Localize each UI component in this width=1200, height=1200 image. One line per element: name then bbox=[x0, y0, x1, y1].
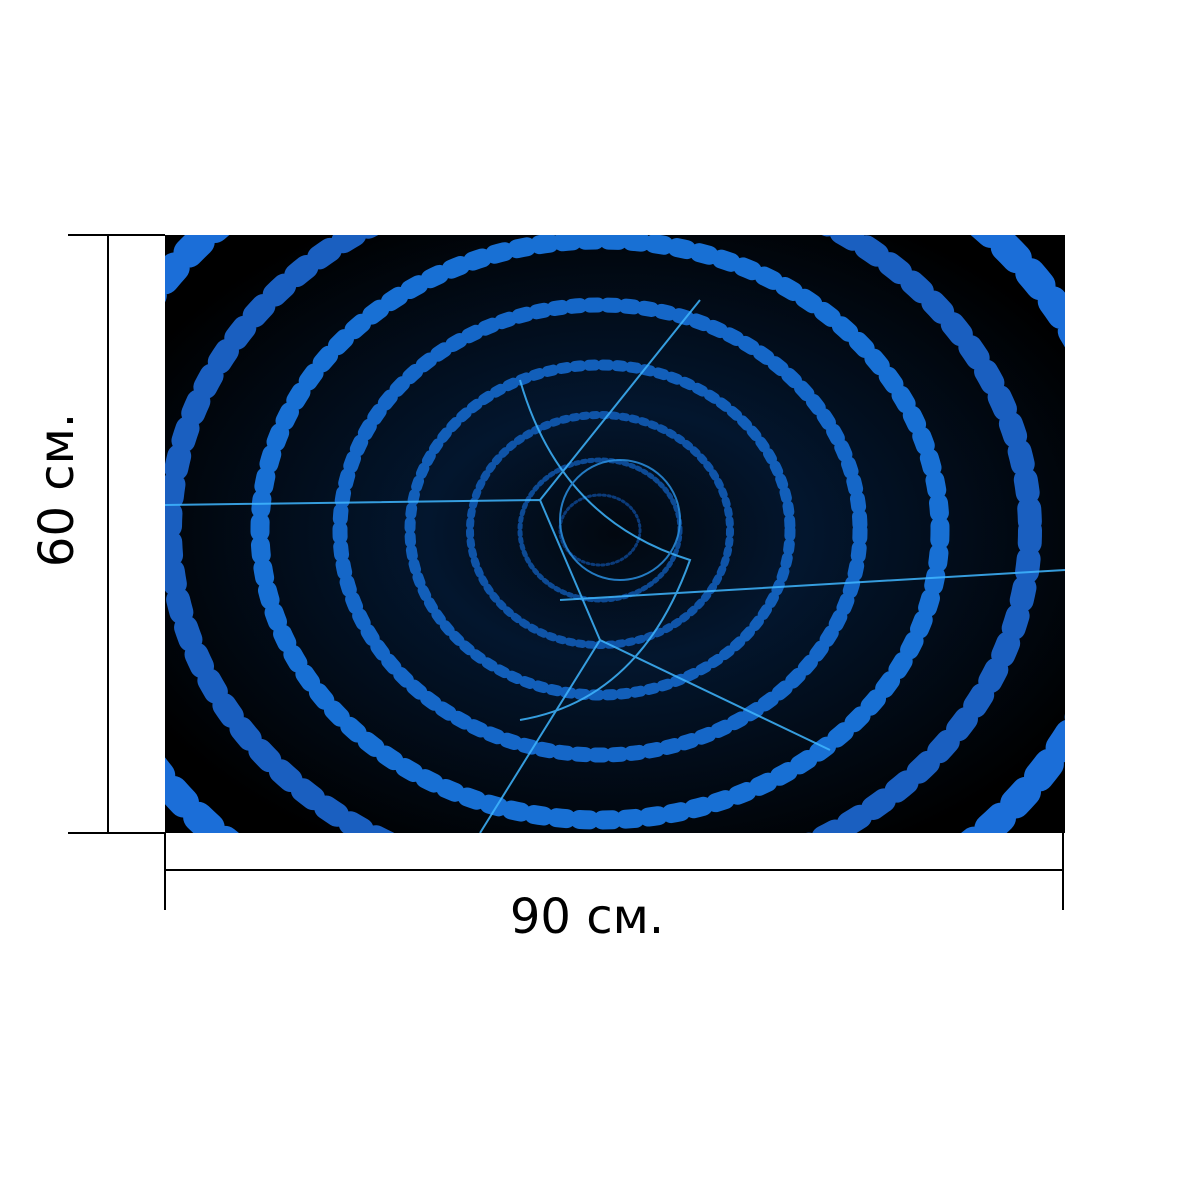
width-dimension: 90 см. bbox=[164, 833, 1064, 945]
width-label: 90 см. bbox=[510, 889, 664, 945]
height-label: 60 см. bbox=[29, 413, 85, 567]
print-artwork bbox=[165, 235, 1065, 833]
height-dimension: 60 см. bbox=[29, 234, 165, 834]
